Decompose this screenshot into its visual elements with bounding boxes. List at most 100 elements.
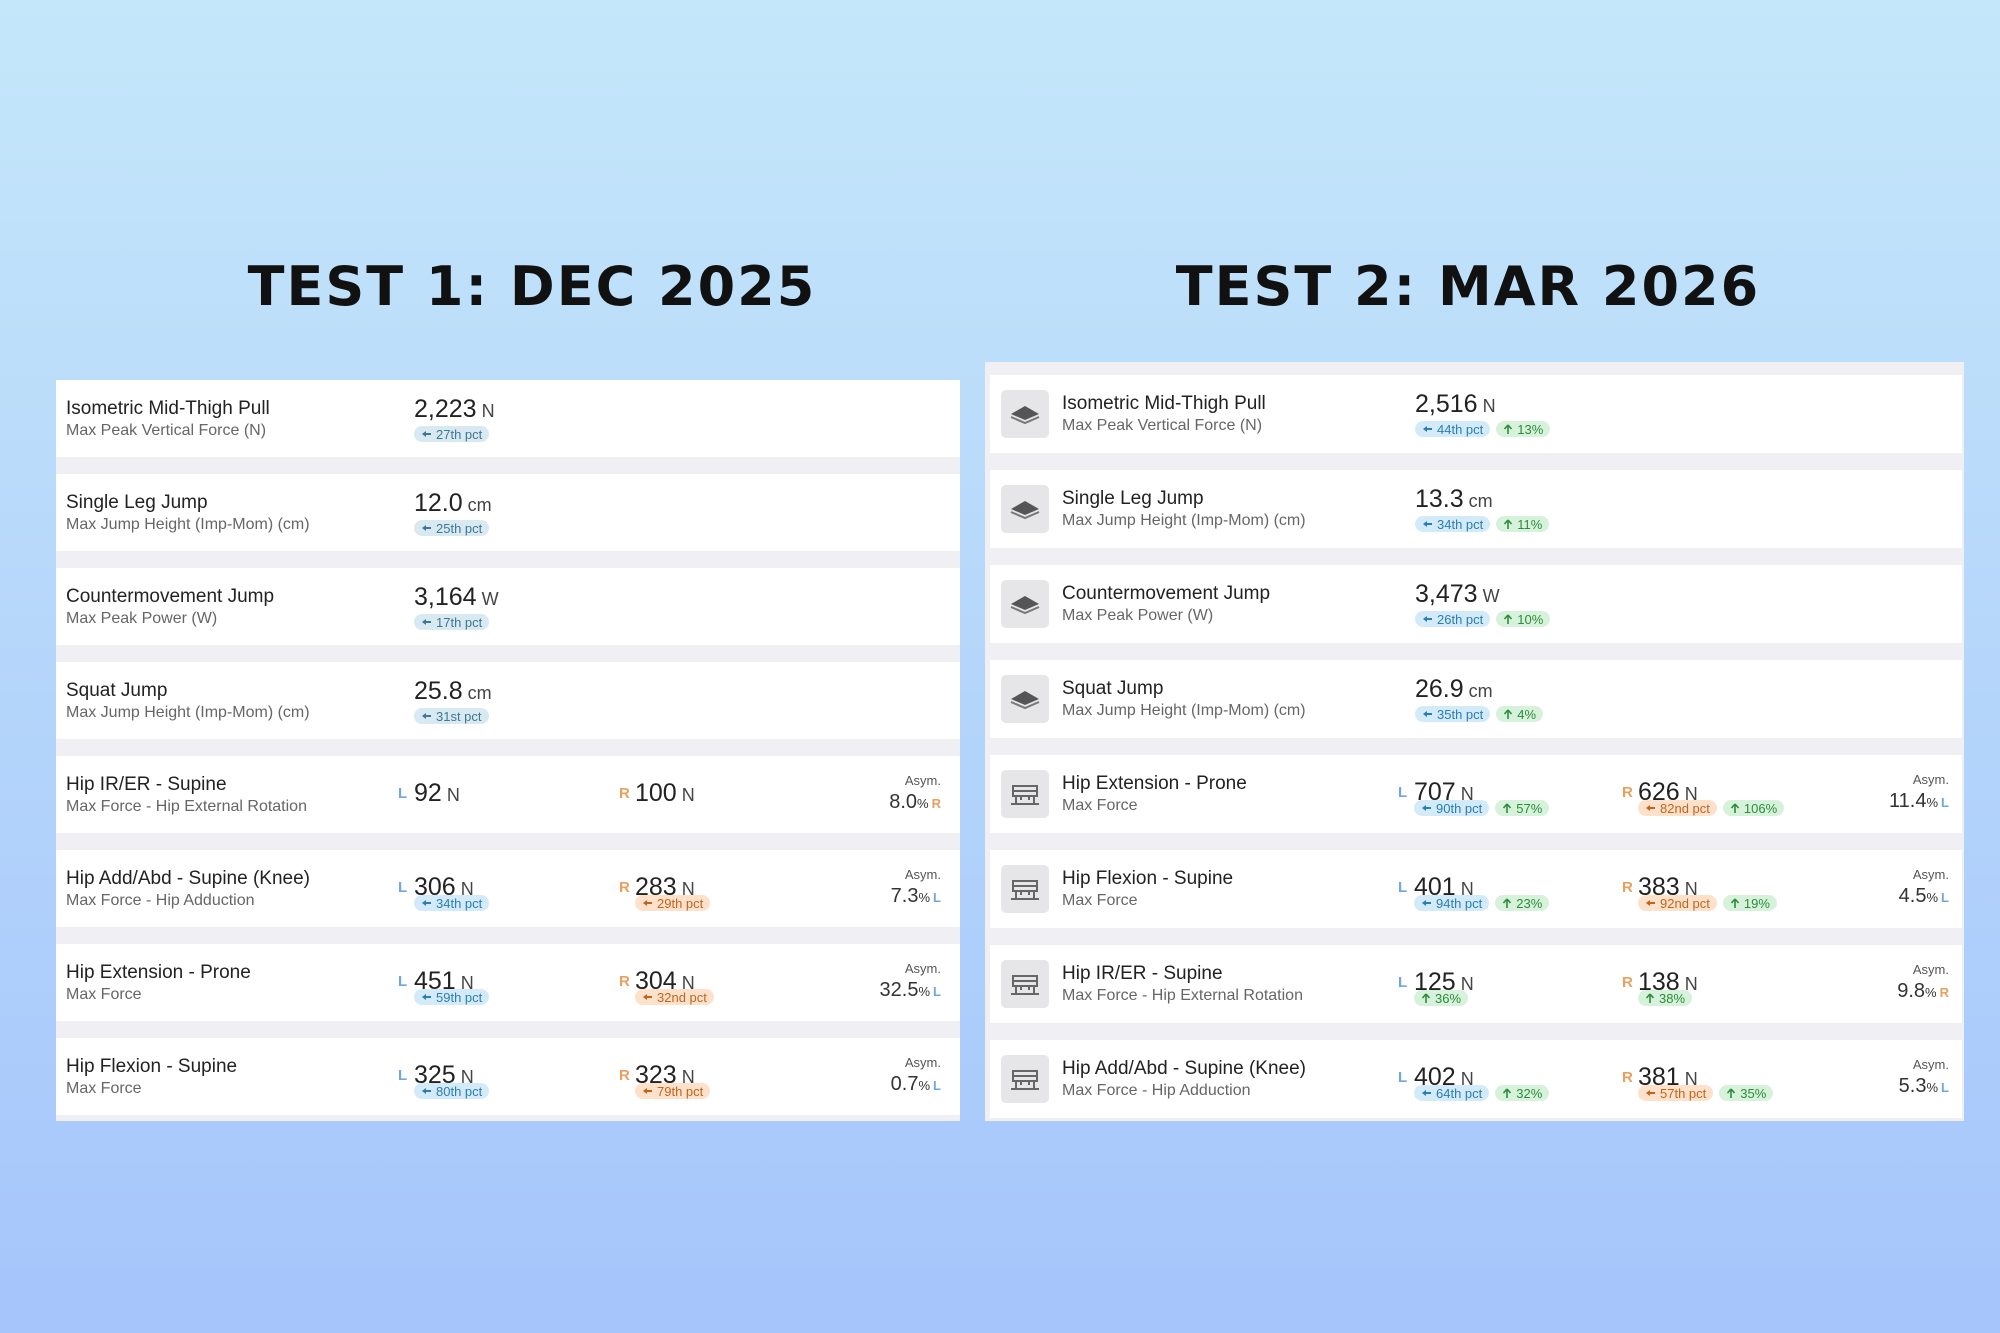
asym-unit: % [918,890,931,905]
pct-badge: 34th pct [414,895,490,911]
test-row: Squat Jump Max Jump Height (Imp-Mom) (cm)… [56,662,960,739]
panel-title: TEST 2: MAR 2026 [1175,255,1761,318]
value-unit: N [1684,1069,1698,1089]
pct-text: 29th pct [657,895,704,911]
icon-graphic [1011,785,1039,805]
pct-badge: 26th pct [1415,611,1491,627]
test-name: Hip IR/ER - Supine [66,774,227,795]
up-icon [1503,897,1512,908]
badges: 34th pct 11% [1415,516,1555,532]
pct-badge: 44th pct [1415,421,1491,437]
value-unit: N [460,973,474,993]
value: 2,223 N [414,394,495,428]
value-unit: N [681,879,695,899]
badges: 38% [1638,990,1698,1006]
up-icon [1504,518,1513,529]
change-badge: 4% [1496,706,1544,722]
badges: 94th pct 23% [1414,895,1555,911]
pct-badge: 57th pct [1638,1085,1714,1101]
badges: 27th pct [414,426,495,442]
pct-badge: 27th pct [414,426,490,442]
side-label: L [1398,1069,1408,1086]
badges: 25th pct [414,520,495,536]
badges: 82nd pct 106% [1638,800,1790,816]
side-label: L [398,1067,408,1084]
pct-text: 82nd pct [1660,800,1710,816]
asym-number: 7.3 [890,885,919,907]
value: 2,516 N [1415,389,1496,423]
test-name: Countermovement Jump [66,586,275,607]
test-name: Isometric Mid-Thigh Pull [1062,393,1266,414]
icon-graphic [1010,691,1040,710]
test-metric: Max Force - Hip Adduction [66,892,255,909]
test-metric: Max Force [1062,892,1138,909]
test-metric: Max Peak Power (W) [66,610,218,627]
up-icon [1503,802,1512,813]
test-metric: Max Force [66,986,142,1003]
test-row: Single Leg Jump Max Jump Height (Imp-Mom)… [56,474,960,551]
side-label: L [398,879,408,896]
asym-side: L [933,1078,941,1093]
change-badge: 13% [1496,421,1551,437]
value: 3,164 W [414,582,499,616]
test-row: Isometric Mid-Thigh Pull Max Peak Vertica… [990,375,1962,453]
pct-text: 27th pct [436,426,483,442]
asym-unit: % [918,984,931,999]
value-unit: N [1460,879,1474,899]
pct-icon [1423,521,1432,527]
asym-value: 5.3% L [1899,1074,1949,1100]
value-unit: N [1684,784,1698,804]
asym-side: R [1939,985,1949,1000]
change-text: 10% [1517,611,1544,627]
asym-side: L [1941,890,1949,905]
pct-icon [1423,711,1432,717]
value: 13.3 cm [1415,484,1493,518]
test-metric: Max Peak Vertical Force (N) [66,422,267,439]
side-label: R [619,785,630,802]
pct-text: 34th pct [1437,516,1484,532]
asym-side: L [1941,1080,1949,1095]
up-icon [1730,802,1739,813]
pct-icon [1422,805,1431,811]
value-number: 92 [414,779,442,807]
change-badge: 23% [1495,895,1550,911]
test-metric: Max Force [1062,797,1138,814]
up-icon [1645,992,1655,1003]
asym-label: Asym. [1912,962,1949,977]
pct-icon [1422,900,1431,906]
pct-icon [1646,900,1655,906]
test-row: Hip Add/Abd - Supine (Knee) Max Force - H… [56,850,960,927]
test-row: Isometric Mid-Thigh Pull Max Peak Vertica… [56,380,960,457]
badges: 36% [1414,990,1474,1006]
value-unit: N [681,785,695,805]
side-label: L [1398,879,1408,896]
asym-number: 9.8 [1897,980,1926,1002]
icon-graphic [1011,975,1039,995]
asym-unit: % [1925,985,1937,1000]
pct-badge: 90th pct [1414,800,1490,816]
change-badge: 10% [1496,611,1551,627]
value-number: 12.0 [414,489,463,517]
change-badge: 36% [1414,990,1469,1006]
value-unit: N [681,1067,695,1087]
asym-unit: % [918,1078,931,1093]
badges: 79th pct [635,1083,716,1099]
side-label: R [1622,974,1633,991]
change-text: 4% [1517,706,1537,722]
side-label: L [398,785,408,802]
pct-icon [643,1088,652,1094]
change-text: 23% [1516,895,1543,911]
pct-text: 94th pct [1436,895,1483,911]
test-metric: Max Force - Hip Adduction [1062,1082,1251,1099]
value-number: 25.8 [414,677,463,705]
test-metric: Max Jump Height (Imp-Mom) (cm) [66,516,310,533]
test-icon [1001,485,1049,533]
test-row: Squat Jump Max Jump Height (Imp-Mom) (cm)… [990,660,1962,738]
pct-icon [422,619,431,625]
test-name: Hip Add/Abd - Supine (Knee) [1062,1058,1306,1079]
value: 26.9 cm [1415,674,1493,708]
asym-value: 8.0% R [889,790,941,816]
side-label: R [619,973,630,990]
asym-side: L [1941,795,1949,810]
